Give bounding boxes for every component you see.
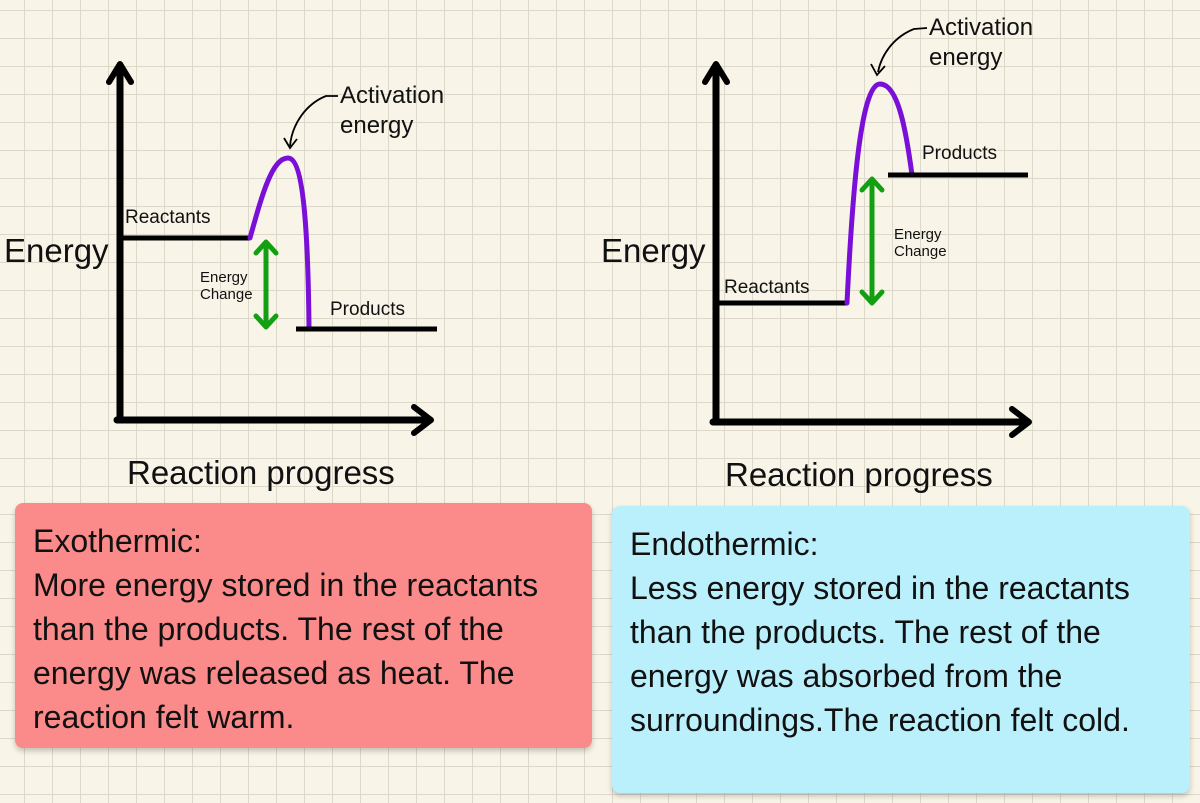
y-axis-arrowhead (702, 61, 730, 85)
x-axis-label: Reaction progress (127, 454, 395, 491)
exothermic-card-title: Exothermic: (33, 523, 202, 559)
activation-pointer-arrowhead (283, 137, 298, 150)
activation-pointer-arrow (877, 27, 928, 73)
products-label: Products (330, 299, 405, 320)
y-axis-label: Energy (4, 232, 109, 269)
energy-change-arrowhead-bottom (859, 289, 885, 306)
reactants-label: Reactants (724, 277, 810, 298)
endothermic-card-body: Less energy stored in the reactants than… (630, 570, 1130, 738)
activation-label-line1: Activation (929, 14, 1033, 41)
x-axis-label: Reaction progress (725, 456, 993, 493)
activation-pointer-arrowhead (870, 63, 886, 77)
energy-change-line2: Change (894, 243, 947, 260)
x-axis-arrowhead (1009, 406, 1032, 438)
energy-change-label: Energy Change (200, 269, 253, 303)
energy-change-line1: Energy (200, 269, 248, 286)
activation-label-line2: energy (340, 112, 413, 139)
endothermic-diagram: Energy Reaction progress Reactants Produ… (601, 14, 1040, 493)
activation-energy-label: Activation energy (340, 82, 451, 139)
reactants-label: Reactants (125, 207, 211, 228)
y-axis-label: Energy (601, 232, 706, 269)
energy-change-arrowhead-top (253, 239, 279, 256)
activation-label-line2: energy (929, 44, 1002, 71)
energy-change-arrowhead-top (859, 176, 885, 193)
energy-change-line1: Energy (894, 226, 942, 243)
energy-change-line2: Change (200, 286, 253, 303)
activation-energy-curve (247, 155, 312, 331)
endothermic-card-title: Endothermic: (630, 526, 819, 562)
activation-label-line1: Activation (340, 82, 444, 109)
activation-energy-label: Activation energy (929, 14, 1040, 71)
exothermic-diagram: Energy Reaction progress Reactants Produ… (4, 61, 451, 491)
energy-change-label: Energy Change (894, 226, 947, 260)
activation-energy-curve (844, 81, 915, 306)
endothermic-card: Endothermic: Less energy stored in the r… (612, 506, 1190, 793)
y-axis-arrowhead (106, 61, 134, 85)
products-label: Products (922, 143, 997, 164)
x-axis-arrowhead (411, 404, 434, 436)
energy-change-arrowhead-bottom (253, 313, 279, 330)
exothermic-card: Exothermic: More energy stored in the re… (15, 503, 592, 748)
activation-pointer-arrow (289, 95, 338, 147)
exothermic-card-body: More energy stored in the reactants than… (33, 567, 539, 735)
